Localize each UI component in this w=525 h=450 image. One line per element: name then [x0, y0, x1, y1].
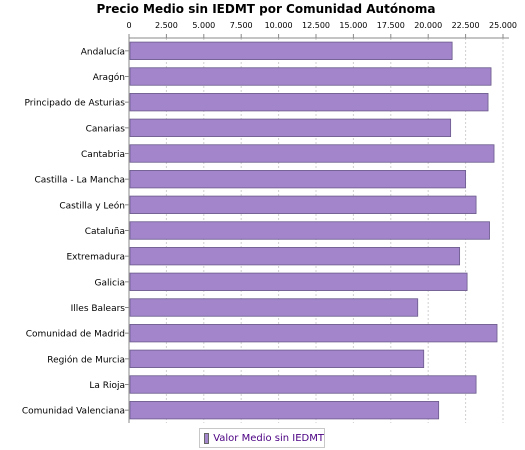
category-label: Illes Balears	[71, 304, 126, 314]
legend: Valor Medio sin IEDMT	[199, 428, 325, 448]
category-label: La Rioja	[89, 381, 125, 391]
y-axis-labels: Andalucía Aragón Principado de Asturias Can…	[22, 47, 129, 417]
bar	[129, 272, 468, 291]
x-tick-label: 10.000	[265, 21, 293, 30]
chart-title: Precio Medio sin IEDMT por Comunidad Aut…	[97, 2, 436, 16]
category-label: Comunidad Valenciana	[22, 407, 125, 417]
category-label: Comunidad de Madrid	[26, 330, 125, 340]
bar	[129, 144, 495, 163]
legend-swatch	[204, 432, 210, 444]
bar	[129, 41, 453, 60]
x-tick-label: 5.000	[192, 21, 215, 30]
bar	[129, 401, 440, 420]
category-label: Principado de Asturias	[24, 99, 125, 109]
legend-label: Valor Medio sin IEDMT	[213, 432, 324, 444]
x-tick-label: 12.500	[302, 21, 330, 30]
x-tick-label: 20.000	[414, 21, 442, 30]
bar	[129, 324, 498, 343]
bar	[129, 221, 490, 240]
x-axis-ticks: 0 2.500 5.000 7.500 10.000 12.500 15.000 17.500…	[126, 21, 517, 38]
category-label: Castilla - La Mancha	[34, 176, 125, 186]
bar	[129, 349, 425, 368]
bar	[129, 375, 477, 394]
bar	[129, 67, 492, 86]
bars	[129, 41, 498, 420]
x-tick-label: 2.500	[155, 21, 178, 30]
category-label: Castilla y León	[59, 200, 125, 211]
category-label: Canarias	[86, 124, 126, 134]
bar	[129, 118, 452, 137]
category-label: Región de Murcia	[47, 354, 125, 365]
bar	[129, 93, 489, 112]
x-tick-label: 7.500	[230, 21, 253, 30]
category-label: Extremadura	[67, 253, 126, 263]
bar	[129, 170, 467, 189]
bar	[129, 195, 477, 214]
x-tick-label: 22.500	[452, 21, 480, 30]
x-tick-label: 0	[126, 21, 131, 30]
x-tick-label: 15.000	[339, 21, 367, 30]
x-tick-label: 25.000	[489, 21, 517, 30]
category-label: Cantabria	[81, 150, 125, 160]
x-tick-label: 17.500	[377, 21, 405, 30]
category-label: Aragón	[93, 72, 125, 83]
bar	[129, 247, 461, 266]
category-label: Cataluña	[85, 227, 125, 237]
bar	[129, 298, 419, 317]
category-label: Andalucía	[81, 47, 125, 57]
category-label: Galicia	[95, 278, 125, 288]
